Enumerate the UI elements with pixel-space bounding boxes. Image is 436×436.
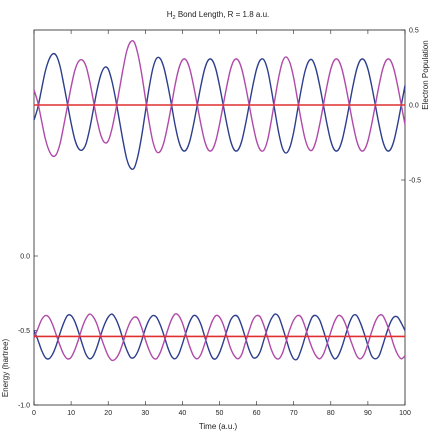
- x-tick-label: 30: [141, 410, 149, 417]
- y-axis-label-right: Electron Population: [421, 40, 430, 109]
- chart-title-prefix: H: [167, 10, 173, 19]
- y-axis-label-left: Energy (hartree): [1, 339, 10, 398]
- x-tick-label: 0: [32, 410, 36, 417]
- x-tick-label: 100: [399, 410, 411, 417]
- lower-series-line-1: [33, 313, 406, 361]
- tick-layer: 0 10 20 30 40 50 60 70 80 90 100 0.0 -0.5 -1.0 0.5 0.0 -…: [18, 28, 421, 418]
- x-tick-label: 10: [67, 410, 75, 417]
- x-tick-label: 40: [179, 410, 187, 417]
- x-tick-label: 90: [364, 410, 372, 417]
- y-left-tick-label: -0.5: [18, 328, 30, 335]
- chart-title: H2 Bond Length, R = 1.8 a.u.: [167, 10, 269, 21]
- y-right-tick-label: -0.5: [409, 178, 421, 185]
- upper-series-line-1: [33, 52, 406, 171]
- x-tick-label: 20: [104, 410, 112, 417]
- chart-title-subscript: 2: [173, 15, 176, 21]
- y-left-tick-label: -1.0: [18, 403, 30, 410]
- series-layer: [33, 39, 406, 362]
- x-tick-label: 70: [290, 410, 298, 417]
- chart-title-suffix: Bond Length, R = 1.8 a.u.: [176, 10, 270, 19]
- lower-series-line-2: [33, 313, 406, 362]
- y-left-tick-label: 0.0: [20, 254, 30, 261]
- x-tick-label: 60: [253, 410, 261, 417]
- x-tick-label: 50: [216, 410, 224, 417]
- x-tick-label: 80: [327, 410, 335, 417]
- y-right-tick-label: 0.5: [409, 28, 419, 35]
- x-axis-label: Time (a.u.): [199, 422, 238, 431]
- y-right-tick-label: 0.0: [409, 103, 419, 110]
- upper-series-line-2: [33, 39, 406, 158]
